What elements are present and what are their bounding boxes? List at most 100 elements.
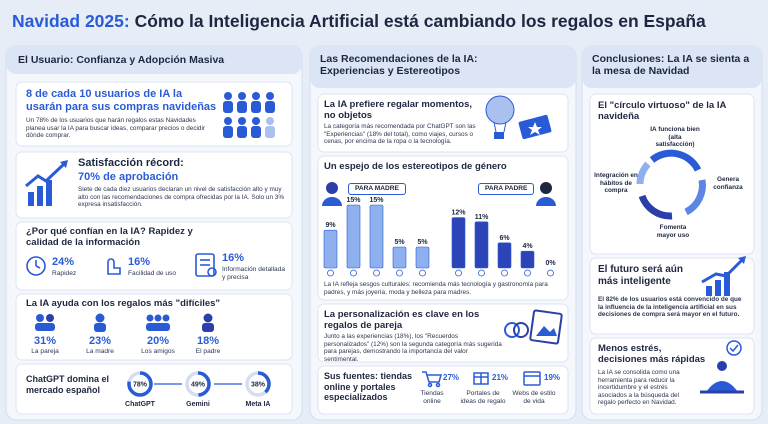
heading: El "círculo virtuoso" de la IA navideña [598,100,726,123]
bar [474,221,489,269]
subheadline: 70% de aprobación [78,171,179,183]
bar-label: 15% [369,197,384,204]
panel-middle-header [310,46,576,88]
panel-title: El Usuario: Confianza y Adopción Masiva [18,54,225,66]
bar-label: 9% [325,222,336,229]
panel-title: Las Recomendaciones de la IA: Experienci… [320,53,478,78]
body-text: Siete de cada diez usuarios declaran un … [78,186,285,209]
bar-label: 11% [475,214,489,221]
card [589,337,755,415]
trust-icons [26,253,217,277]
headline: 8 de cada 10 usuarios de IA la usarán pa… [26,88,217,113]
gauge-label: Gemini [186,401,210,408]
gauge-value: 38% [251,382,266,389]
bar-icon [455,269,462,277]
stat: 27% [443,373,460,382]
gauge-arc [127,371,153,397]
bar-icon [350,269,357,277]
growth-icon [25,160,68,206]
panel-right-header [582,46,762,88]
card [15,221,293,291]
heading: Un espejo de los estereotipos de género [324,161,507,172]
heading: ¿Por qué confían en la IA? Rapidez y cal… [26,226,193,249]
gauge-label: ChatGPT [125,401,156,408]
bar [415,246,430,269]
group-label: PARA MADRE [348,183,406,195]
title-lead: Navidad 2025: [12,11,130,31]
stat: 24% [52,256,75,268]
bar [451,217,466,269]
balloon-icon [485,95,552,140]
marks: 78% ChatGPT 49% Gemini 38% Meta IA 9% 15% 15% 5% 5… [125,197,556,408]
card [317,303,569,363]
stat-label: La pareja [31,348,59,355]
cycle-step: Fomenta mayor uso [656,224,690,239]
people-icon [223,92,275,138]
card [15,363,293,415]
heading: ChatGPT domina el mercado español [26,374,110,395]
heading: La IA prefiere regalar momentos, no obje… [324,99,473,122]
heading: La IA ayuda con los regalos más "difícil… [26,298,220,309]
bar-icon [396,269,403,277]
bar-label: 5% [394,239,405,246]
rings-icon [504,309,563,345]
stat-label: La madre [86,348,114,355]
bar [346,204,361,269]
bar-label: 0% [545,260,556,267]
headline: Satisfacción récord: [78,157,184,169]
gauge-value: 78% [133,382,148,389]
bar-label: 5% [417,239,428,246]
cycle-step: Integración en hábitos de compra [594,172,638,195]
title-rest: Cómo la Inteligencia Artificial está cam… [134,11,706,31]
card [317,365,569,415]
cycle-step: IA funciona bien (alta satisfacción) [650,126,700,149]
bar [497,242,512,269]
bar [369,204,384,269]
bar [323,229,338,269]
gender-icons [322,182,556,206]
stat-label: Tiendas online [420,390,444,405]
group-label: PARA PADRE [478,183,535,195]
heading: La personalización es clave en los regal… [324,309,480,332]
stat-label: El padre [195,348,221,355]
calm-icon [700,340,744,394]
bar-icon [373,269,380,277]
body-text: Un 78% de los usuarios que harán regalos… [26,117,206,140]
stat: 16% [128,256,151,268]
gauge-label: Meta IA [246,401,271,408]
bar-label: 6% [499,235,510,242]
stat: 19% [544,373,561,382]
stat: 16% [222,252,245,264]
gauge-arc [245,371,271,397]
heading: Menos estrés, decisiones más rápidas [598,343,706,366]
bar-label: 4% [522,243,533,250]
panel-left-header [6,46,302,74]
gauge-value: 49% [191,382,206,389]
cycle-step: Genera confianza [713,176,743,191]
stat-label: Webs de estilo de vida [512,390,556,405]
bar-label: 15% [346,197,361,204]
cycle-arrows [636,149,706,220]
heading: Sus fuentes: tiendas online y portales e… [324,371,413,403]
bar-icon [501,269,508,277]
body-text: La IA se consolida como una herramienta … [598,369,680,407]
stat: 21% [492,373,509,382]
stat: 20% [146,335,170,347]
bar-icon [419,269,426,277]
card [15,151,293,219]
panel-title: Conclusiones: La IA se sienta a la mesa … [592,53,750,78]
stat-label: Facilidad de uso [128,270,177,277]
future-icon [701,256,746,296]
bar [520,250,535,269]
body-text: El 82% de los usuarios está convencido d… [598,296,742,319]
caption: La IA refleja sesgos culturales: recomie… [324,281,548,296]
stat: 23% [88,335,112,347]
stat-label: Rapidez [52,270,77,277]
gauge-arc [185,371,211,397]
stat-label: Los amigos [141,348,175,355]
source-icons [422,371,541,388]
body-text: La categoría más recomendada por ChatGPT… [324,123,476,146]
heading: El futuro será aún más inteligente [598,264,684,287]
